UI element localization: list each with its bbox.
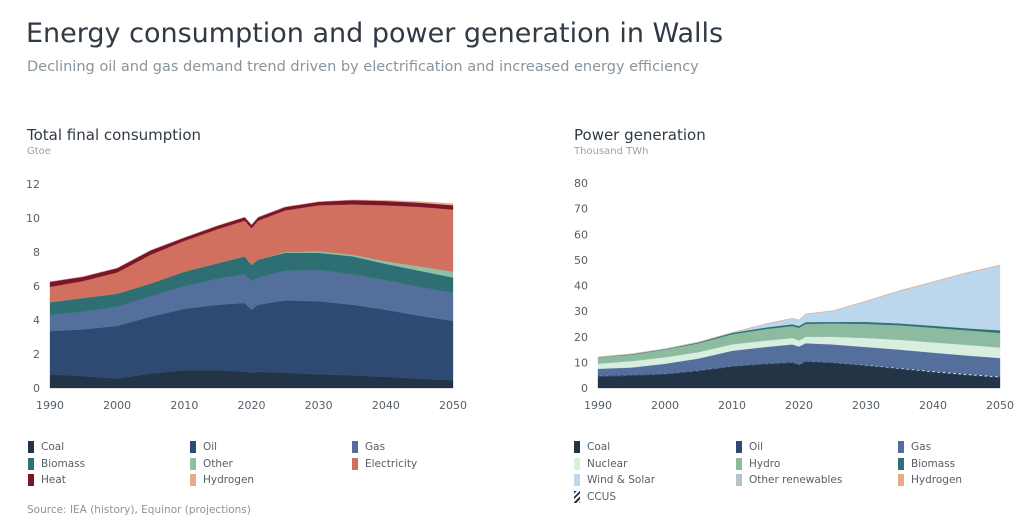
legend-swatch — [574, 457, 580, 470]
page-subtitle: Declining oil and gas demand trend drive… — [27, 59, 699, 75]
legend-label: Biomass — [911, 457, 956, 470]
legend-swatch — [190, 474, 196, 487]
legend-swatch — [736, 441, 742, 453]
legend-item-hydrogen: Hydrogen — [898, 474, 963, 487]
page-title: Energy consumption and power generation … — [26, 18, 724, 49]
x-tick-label: 2030 — [305, 399, 333, 412]
y-tick-label: 8 — [33, 246, 40, 259]
y-tick-label: 12 — [26, 178, 40, 191]
y-tick-label: 30 — [574, 305, 588, 318]
legend-item-hydro: Hydro — [736, 457, 781, 470]
legend-label: Other renewables — [749, 474, 843, 487]
x-tick-label: 2040 — [372, 399, 400, 412]
x-tick-label: 2040 — [919, 399, 947, 412]
y-tick-label: 20 — [574, 331, 588, 344]
y-tick-label: 50 — [574, 254, 588, 267]
y-tick-label: 6 — [33, 280, 40, 293]
area-hydrogen — [597, 264, 1001, 358]
plot-power — [597, 264, 1001, 389]
legend-label: Electricity — [365, 457, 418, 470]
y-tick-label: 2 — [33, 348, 40, 361]
legend-swatch — [28, 457, 34, 470]
legend-item-coal: Coal — [574, 441, 610, 453]
legend-item-coal: Coal — [28, 441, 64, 453]
chart-unit-power: Thousand TWh — [574, 146, 649, 157]
legend-item-biomass: Biomass — [28, 457, 86, 470]
legend-label: Heat — [41, 474, 66, 487]
y-tick-label: 60 — [574, 228, 588, 241]
legend-swatch — [190, 457, 196, 470]
y-tick-label: 80 — [574, 177, 588, 190]
legend-label: Oil — [749, 441, 764, 453]
y-tick-label: 0 — [581, 382, 588, 395]
x-tick-label: 1990 — [36, 399, 64, 412]
x-tick-label: 2010 — [170, 399, 198, 412]
x-tick-label: 2020 — [785, 399, 813, 412]
legend-label: CCUS — [587, 491, 617, 504]
legend-label: Gas — [365, 441, 386, 453]
legend-label: Nuclear — [587, 457, 628, 470]
legend-label: Coal — [41, 441, 65, 453]
legend-swatch — [736, 457, 742, 470]
chart-title-power: Power generation — [574, 126, 706, 144]
legend-swatch — [736, 474, 742, 487]
chart-unit-consumption: Gtoe — [27, 146, 51, 157]
legend-item-oil: Oil — [736, 441, 763, 453]
legend-swatch — [190, 441, 196, 453]
legend-item-other: Other — [190, 457, 233, 470]
x-tick-label: 2020 — [238, 399, 266, 412]
legend-item-biomass: Biomass — [898, 457, 956, 470]
legend-item-nuclear: Nuclear — [574, 457, 628, 470]
legend-item-oil: Oil — [190, 441, 217, 453]
area-hydrogen — [49, 199, 454, 282]
legend-item-gas: Gas — [898, 441, 931, 453]
legend-item-gas: Gas — [352, 441, 385, 453]
legend-swatch — [28, 474, 34, 487]
y-tick-label: 10 — [574, 356, 588, 369]
legend-swatch — [574, 491, 580, 504]
legend-label: Hydrogen — [203, 474, 255, 487]
legend-item-ccus: CCUS — [574, 491, 617, 504]
legend-item-hydrogen: Hydrogen — [190, 474, 255, 487]
y-tick-label: 10 — [26, 212, 40, 225]
y-tick-label: 70 — [574, 203, 588, 216]
legend-label: Hydrogen — [911, 474, 963, 487]
legend-item-heat: Heat — [28, 474, 66, 487]
legend-item-wind-solar: Wind & Solar — [574, 474, 656, 487]
y-tick-label: 4 — [33, 314, 40, 327]
x-tick-label: 2010 — [718, 399, 746, 412]
x-tick-label: 2000 — [651, 399, 679, 412]
legend-label: Coal — [587, 441, 611, 453]
legend-label: Gas — [911, 441, 932, 453]
legend-swatch — [898, 457, 904, 470]
source-note: Source: IEA (history), Equinor (projecti… — [27, 504, 251, 516]
legend-swatch — [898, 441, 904, 453]
legend-label: Biomass — [41, 457, 86, 470]
legend-item-electricity: Electricity — [352, 457, 418, 470]
chart-title-consumption: Total final consumption — [27, 126, 202, 144]
y-tick-label: 40 — [574, 280, 588, 293]
legend-label: Other — [203, 457, 233, 470]
legend-swatch — [898, 474, 904, 487]
x-tick-label: 2000 — [103, 399, 131, 412]
legend-swatch — [28, 441, 34, 453]
x-tick-label: 1990 — [584, 399, 612, 412]
legend-swatch — [574, 474, 580, 487]
legend-swatch — [352, 441, 358, 453]
plot-consumption — [49, 199, 454, 389]
x-tick-label: 2050 — [439, 399, 467, 412]
y-tick-label: 0 — [33, 382, 40, 395]
legend-swatch — [574, 441, 580, 453]
legend-label: Oil — [203, 441, 218, 453]
legend-item-other-renewables: Other renewables — [736, 474, 843, 487]
legend-swatch — [352, 457, 358, 470]
legend-label: Wind & Solar — [587, 474, 656, 487]
legend-label: Hydro — [749, 457, 781, 470]
x-tick-label: 2050 — [986, 399, 1014, 412]
x-tick-label: 2030 — [852, 399, 880, 412]
